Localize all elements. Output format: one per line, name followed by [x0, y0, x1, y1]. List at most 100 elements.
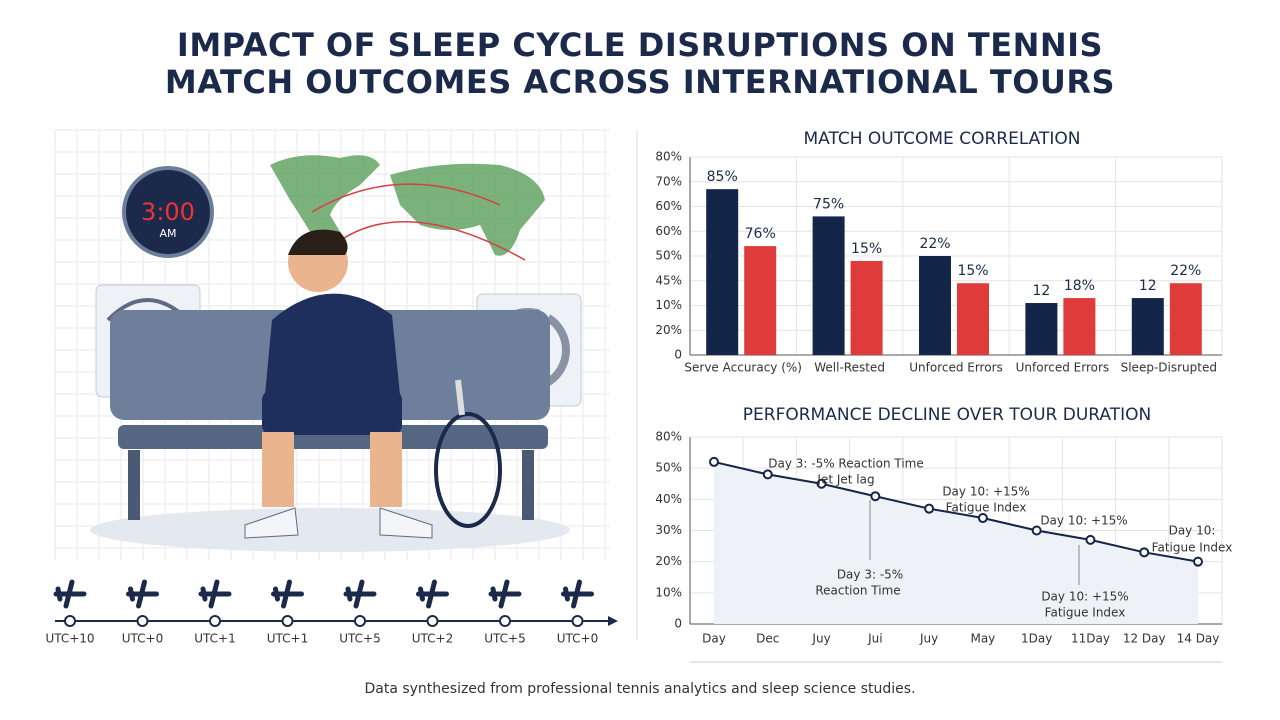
y-tick-label: 60% [655, 199, 682, 213]
annotation: Fatigue Index [1152, 541, 1233, 555]
x-tick-label: 1Day [1021, 632, 1052, 646]
annotation: Day 10: +15% [1040, 514, 1127, 528]
timeline-node [426, 615, 439, 627]
bar-annotation: 18% [1064, 278, 1095, 294]
clock-time: 3:00 [141, 198, 195, 226]
y-tick-label: 10% [655, 585, 682, 599]
bar-annotation: 75% [813, 196, 844, 212]
bar [744, 246, 777, 355]
y-tick-label: 30% [655, 523, 682, 537]
bar [957, 283, 989, 355]
annotation: Fatigue Index [946, 501, 1027, 515]
y-tick-label: 50% [655, 461, 682, 475]
timeline-node [136, 615, 149, 627]
timeline-label: UTC+0 [122, 632, 163, 646]
bar-annotation: 15% [851, 241, 882, 257]
bar [919, 256, 951, 355]
chart-title: MATCH OUTCOME CORRELATION [804, 129, 1081, 149]
x-tick-label: Jui [867, 632, 882, 646]
x-tick-label: Well-Rested [814, 361, 885, 375]
y-tick-label: 60% [655, 224, 682, 238]
plane-icon [416, 579, 449, 609]
timeline-label: UTC+1 [267, 632, 308, 646]
point [1139, 547, 1150, 558]
y-tick-label: 0 [674, 348, 682, 362]
timeline-node [354, 615, 366, 627]
x-tick-label: Day [702, 632, 726, 646]
bar-annotation: 22% [919, 236, 950, 252]
plane-icon [561, 579, 594, 609]
annotation: Day 3: -5% Reaction Time [768, 457, 923, 471]
timeline-node [64, 615, 76, 627]
x-tick-label: Juy [811, 632, 830, 646]
plane-icon [53, 579, 87, 609]
timeline-label: UTC+5 [339, 632, 380, 646]
y-tick-label: 0 [674, 617, 682, 631]
point [1085, 534, 1096, 545]
bar [1169, 283, 1202, 355]
plane-icon [343, 579, 377, 609]
x-tick-label: 14 Day [1177, 632, 1220, 646]
y-tick-label: 50% [655, 249, 682, 263]
timeline-label: UTC+5 [484, 632, 525, 646]
title-line: MATCH OUTCOMES ACROSS INTERNATIONAL TOUR… [165, 63, 1115, 101]
timeline-node [209, 615, 221, 627]
y-tick-label: 40% [655, 492, 682, 506]
timeline-node [499, 615, 511, 627]
point [1193, 556, 1203, 567]
bar-annotation: 15% [957, 263, 988, 279]
bar [1131, 298, 1164, 355]
bar-annotation: 12 [1032, 283, 1050, 299]
x-tick-label: Serve Accuracy (%) [684, 361, 802, 375]
annotation: Jet Jet lag [816, 473, 874, 487]
bar-annotation: 12 [1139, 278, 1157, 294]
clock-period: AM [159, 227, 176, 240]
bar-annotation: 85% [707, 169, 738, 185]
x-tick-label: Unforced Errors [909, 361, 1003, 375]
point [709, 456, 719, 467]
plane-icon [271, 579, 304, 609]
bar [1025, 303, 1058, 355]
annotation: Day 10: +15% [1041, 590, 1128, 604]
title-line: IMPACT OF SLEEP CYCLE DISRUPTIONS ON TEN… [177, 26, 1103, 64]
bar-annotation: 76% [745, 226, 776, 242]
y-tick-label: 20% [655, 554, 682, 568]
point [762, 469, 773, 480]
footer: Data synthesized from professional tenni… [364, 681, 915, 697]
y-tick-label: 20% [655, 323, 682, 337]
y-tick-label: 10% [655, 298, 682, 312]
x-tick-label: Dec [756, 632, 779, 646]
timeline-arrow [608, 616, 618, 626]
timeline-node [281, 615, 294, 627]
point [1031, 525, 1042, 536]
annotation: Day 10: [1169, 524, 1216, 538]
bar [850, 260, 883, 355]
timeline-label: UTC+10 [45, 632, 94, 646]
plane-icon [126, 579, 159, 609]
x-tick-label: 12 Day [1123, 632, 1166, 646]
timeline-label: UTC+0 [557, 632, 598, 646]
annotation: Day 10: +15% [942, 485, 1029, 499]
timeline-label: UTC+1 [194, 632, 235, 646]
point [870, 491, 881, 502]
point [924, 503, 935, 514]
annotation: Reaction Time [815, 584, 900, 598]
plane-icon [198, 579, 232, 609]
point [977, 513, 988, 524]
y-tick-label: 70% [655, 174, 682, 188]
y-tick-label: 80% [655, 150, 682, 164]
x-tick-label: May [970, 632, 995, 646]
bar [812, 216, 845, 355]
timeline-label: UTC+2 [412, 632, 453, 646]
annotation: Fatigue Index [1045, 606, 1126, 620]
bar-annotation: 22% [1170, 263, 1201, 279]
x-tick-label: Unforced Errors [1016, 361, 1110, 375]
x-tick-label: Sleep-Disrupted [1121, 361, 1217, 375]
chart-title: PERFORMANCE DECLINE OVER TOUR DURATION [743, 405, 1151, 425]
plane-icon [488, 579, 522, 609]
y-tick-label: 45% [655, 273, 682, 287]
area [714, 461, 1198, 624]
x-tick-label: 11Day [1071, 632, 1110, 646]
bar [706, 189, 739, 355]
